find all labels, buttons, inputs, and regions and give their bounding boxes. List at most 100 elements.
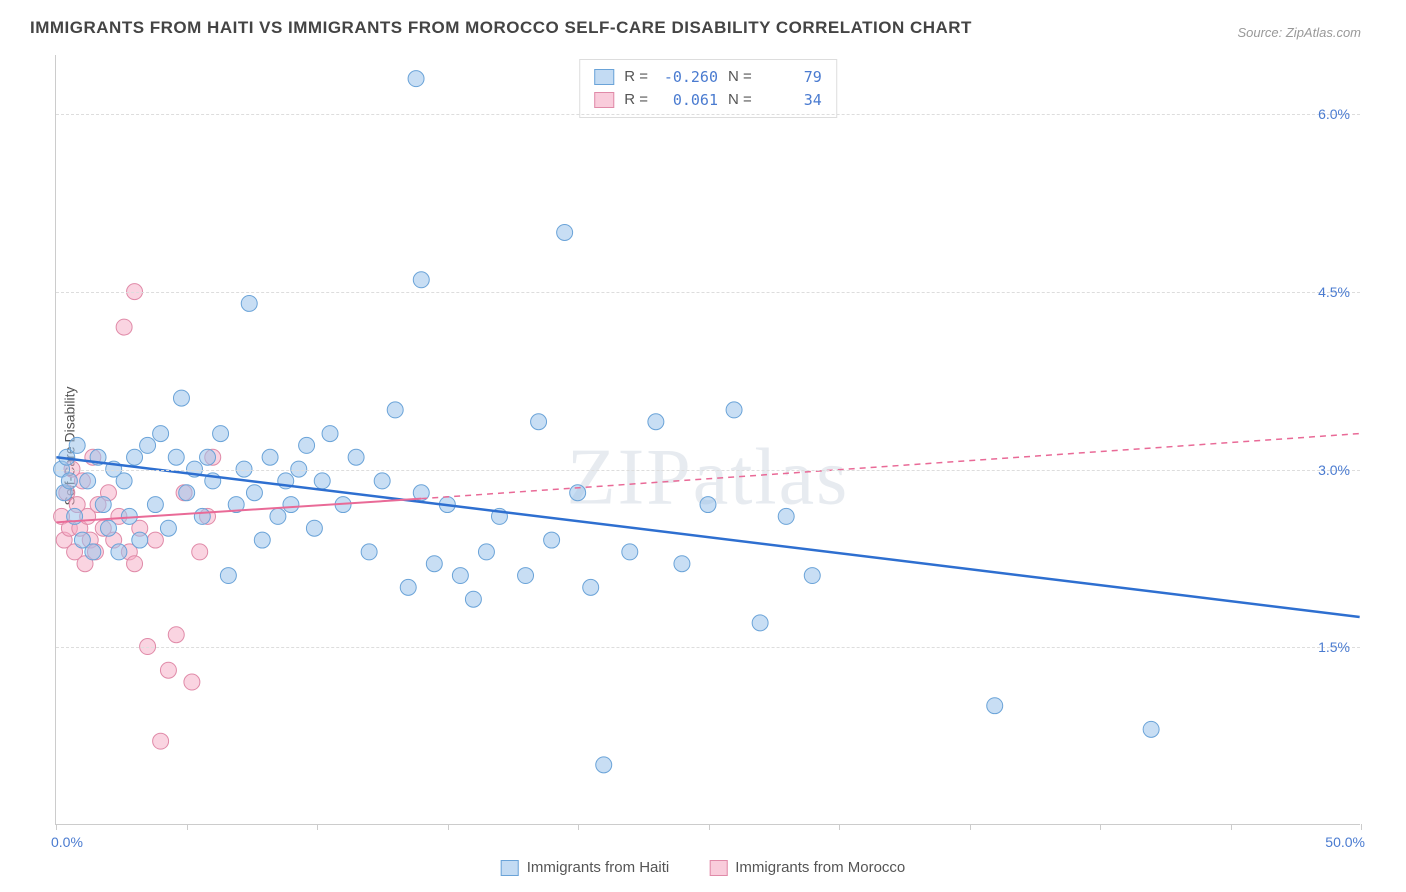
- scatter-point: [270, 508, 286, 524]
- x-tick: [56, 824, 57, 830]
- y-tick-label: 6.0%: [1318, 106, 1350, 122]
- scatter-point: [804, 568, 820, 584]
- gridline: [56, 470, 1360, 471]
- swatch-morocco-icon: [709, 860, 727, 876]
- plot-area: ZIPatlas R = -0.260 N = 79 R = 0.061 N =…: [55, 55, 1360, 825]
- scatter-point: [674, 556, 690, 572]
- chart-title: IMMIGRANTS FROM HAITI VS IMMIGRANTS FROM…: [30, 18, 972, 38]
- scatter-point: [452, 568, 468, 584]
- scatter-point: [306, 520, 322, 536]
- source-label: Source: ZipAtlas.com: [1237, 25, 1361, 40]
- scatter-point: [116, 319, 132, 335]
- y-tick-label: 1.5%: [1318, 639, 1350, 655]
- scatter-point: [168, 449, 184, 465]
- scatter-svg: [56, 55, 1360, 824]
- scatter-point: [700, 497, 716, 513]
- scatter-point: [153, 733, 169, 749]
- scatter-point: [987, 698, 1003, 714]
- x-tick: [1361, 824, 1362, 830]
- scatter-point: [200, 449, 216, 465]
- scatter-point: [147, 532, 163, 548]
- x-tick: [970, 824, 971, 830]
- scatter-point: [100, 520, 116, 536]
- scatter-point: [254, 532, 270, 548]
- scatter-point: [413, 272, 429, 288]
- legend-item-morocco: Immigrants from Morocco: [709, 859, 905, 876]
- scatter-point: [111, 544, 127, 560]
- swatch-haiti-icon: [501, 860, 519, 876]
- scatter-point: [465, 591, 481, 607]
- series-legend: Immigrants from Haiti Immigrants from Mo…: [501, 859, 906, 876]
- scatter-point: [283, 497, 299, 513]
- x-tick: [1100, 824, 1101, 830]
- scatter-point: [778, 508, 794, 524]
- scatter-point: [69, 437, 85, 453]
- scatter-point: [194, 508, 210, 524]
- x-tick: [578, 824, 579, 830]
- scatter-point: [400, 579, 416, 595]
- scatter-point: [408, 71, 424, 87]
- scatter-point: [116, 473, 132, 489]
- x-tick: [187, 824, 188, 830]
- y-tick-label: 3.0%: [1318, 462, 1350, 478]
- trend-line: [421, 434, 1359, 499]
- scatter-point: [127, 449, 143, 465]
- scatter-point: [220, 568, 236, 584]
- scatter-point: [179, 485, 195, 501]
- x-tick: [448, 824, 449, 830]
- gridline: [56, 292, 1360, 293]
- scatter-point: [61, 473, 77, 489]
- scatter-point: [140, 437, 156, 453]
- gridline: [56, 114, 1360, 115]
- scatter-point: [314, 473, 330, 489]
- scatter-point: [426, 556, 442, 572]
- gridline: [56, 647, 1360, 648]
- y-tick-label: 4.5%: [1318, 284, 1350, 300]
- scatter-point: [1143, 721, 1159, 737]
- scatter-point: [478, 544, 494, 560]
- scatter-point: [622, 544, 638, 560]
- scatter-point: [246, 485, 262, 501]
- scatter-point: [648, 414, 664, 430]
- scatter-point: [544, 532, 560, 548]
- scatter-point: [531, 414, 547, 430]
- scatter-point: [168, 627, 184, 643]
- x-axis-max-label: 50.0%: [1325, 834, 1365, 850]
- scatter-point: [241, 295, 257, 311]
- scatter-point: [127, 556, 143, 572]
- scatter-point: [374, 473, 390, 489]
- scatter-point: [213, 426, 229, 442]
- scatter-point: [160, 662, 176, 678]
- legend-label-haiti: Immigrants from Haiti: [527, 859, 670, 876]
- x-tick: [839, 824, 840, 830]
- scatter-point: [147, 497, 163, 513]
- legend-item-haiti: Immigrants from Haiti: [501, 859, 670, 876]
- x-tick: [317, 824, 318, 830]
- legend-label-morocco: Immigrants from Morocco: [735, 859, 905, 876]
- scatter-point: [160, 520, 176, 536]
- scatter-point: [184, 674, 200, 690]
- trend-line: [56, 457, 1359, 617]
- scatter-point: [80, 473, 96, 489]
- scatter-point: [132, 532, 148, 548]
- scatter-point: [752, 615, 768, 631]
- x-axis-min-label: 0.0%: [51, 834, 83, 850]
- scatter-point: [348, 449, 364, 465]
- scatter-point: [361, 544, 377, 560]
- scatter-point: [192, 544, 208, 560]
- scatter-point: [85, 544, 101, 560]
- scatter-point: [322, 426, 338, 442]
- scatter-point: [173, 390, 189, 406]
- scatter-point: [596, 757, 612, 773]
- scatter-point: [153, 426, 169, 442]
- x-tick: [1231, 824, 1232, 830]
- scatter-point: [387, 402, 403, 418]
- scatter-point: [262, 449, 278, 465]
- scatter-point: [726, 402, 742, 418]
- scatter-point: [518, 568, 534, 584]
- scatter-point: [299, 437, 315, 453]
- x-tick: [709, 824, 710, 830]
- scatter-point: [557, 224, 573, 240]
- scatter-point: [583, 579, 599, 595]
- scatter-point: [95, 497, 111, 513]
